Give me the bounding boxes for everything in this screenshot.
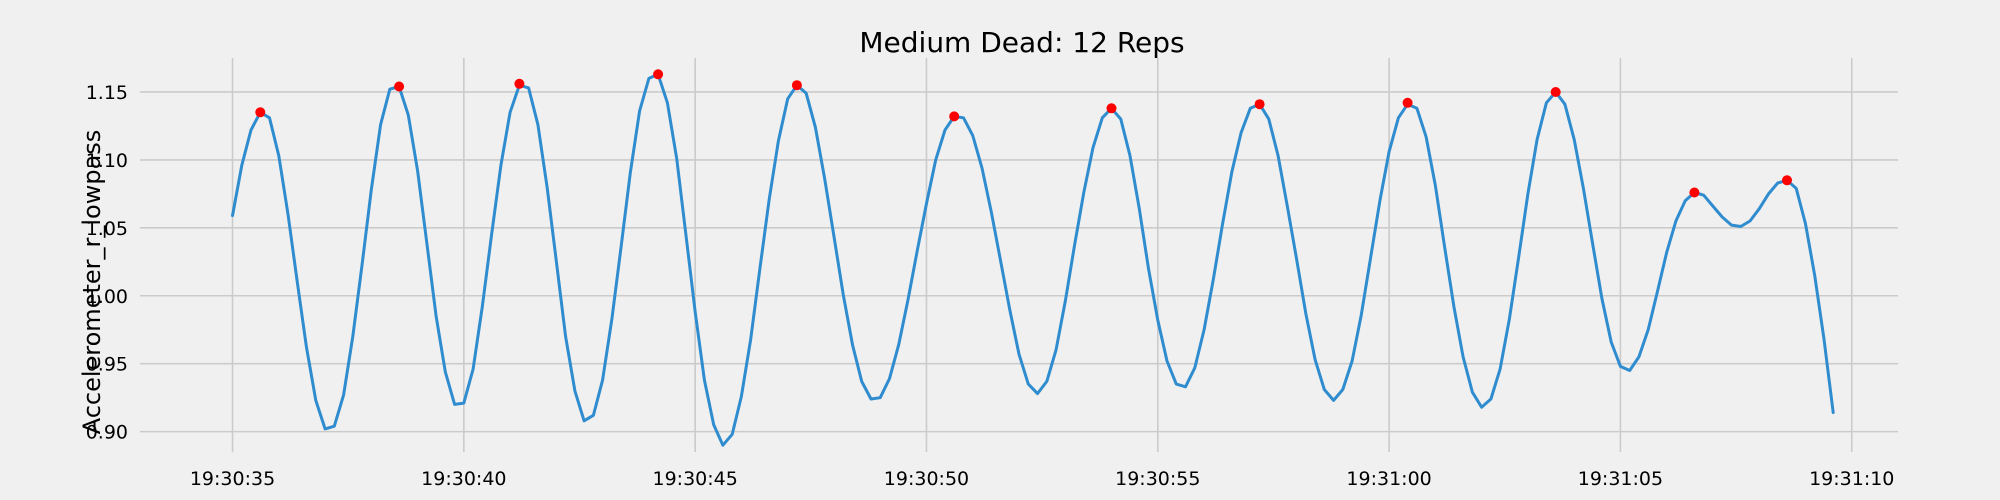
y-tick-label: 1.15 [86, 82, 128, 104]
series-line [231, 72, 1835, 447]
y-tick-label: 1.10 [86, 150, 128, 172]
x-tick-label: 19:30:55 [1115, 468, 1200, 490]
x-tick-label: 19:31:00 [1346, 468, 1431, 490]
y-tick-label: 1.05 [86, 218, 128, 240]
peak-point [949, 111, 960, 122]
chart-title: Medium Dead: 12 Reps [859, 26, 1184, 59]
peak-point [1550, 87, 1561, 97]
y-tick-label: 0.90 [86, 422, 128, 444]
y-tick-label: 1.00 [86, 286, 128, 308]
peak-point [514, 78, 525, 89]
peak-point [1106, 103, 1117, 114]
peak-point [1254, 99, 1265, 110]
peak-layer [255, 69, 1792, 198]
x-tick-label: 19:30:35 [190, 468, 275, 490]
x-tick-label: 19:30:50 [884, 468, 969, 490]
peak-point [1689, 187, 1700, 198]
y-axis-label: Accelerometer_r_lowpass [78, 130, 106, 435]
x-tick-label: 19:31:05 [1578, 468, 1663, 490]
tick-layer: 19:30:35 19:30:40 19:30:45 19:30:50 19:30:55… [86, 82, 1895, 490]
peak-point [653, 69, 664, 80]
x-tick-label: 19:31:10 [1809, 468, 1894, 490]
peak-point [255, 107, 266, 118]
peak-point [394, 81, 405, 92]
x-tick-label: 19:30:40 [421, 468, 506, 490]
grid-layer [140, 58, 1898, 452]
peak-point [1402, 97, 1413, 108]
x-tick-label: 19:30:45 [652, 468, 737, 490]
y-tick-label: 0.95 [86, 354, 128, 376]
line-layer [231, 72, 1835, 447]
peak-point [1782, 175, 1792, 186]
peak-point [791, 80, 802, 91]
